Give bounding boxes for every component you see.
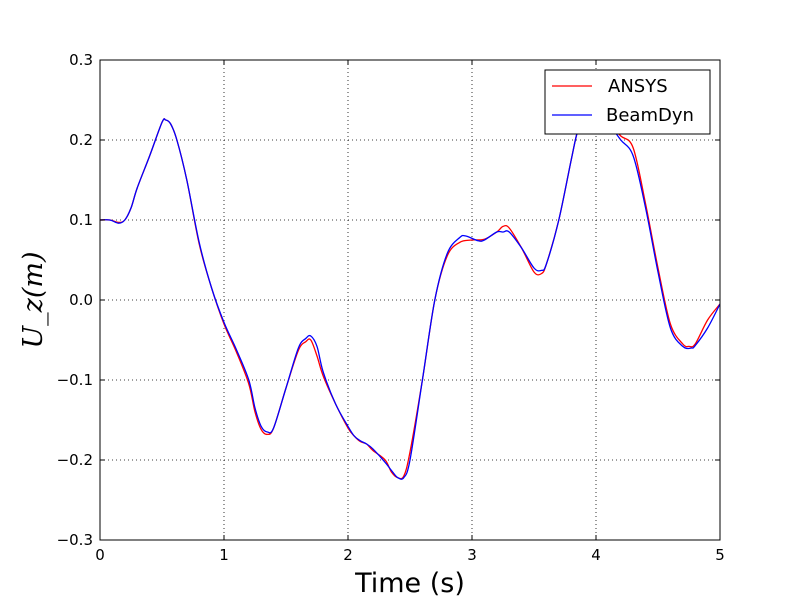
grid [100, 60, 720, 540]
y-tick-label: −0.3 [57, 531, 93, 549]
y-axis-label: U_z(m) [18, 251, 49, 348]
y-tick-label: −0.2 [57, 451, 93, 469]
ticks: 0 1 2 3 4 5 −0.3 −0.2 −0.1 0.0 0.1 0.2 0.3 [57, 51, 725, 564]
legend-box [544, 69, 711, 135]
legend-label-beamdyn: BeamDyn [606, 105, 694, 126]
y-tick-label: 0.2 [69, 131, 93, 149]
x-axis-label: Time (s) [354, 568, 465, 599]
x-tick-label: 5 [715, 546, 725, 564]
x-tick-label: 4 [591, 546, 601, 564]
y-tick-label: 0.1 [69, 211, 93, 229]
x-tick-label: 2 [343, 546, 353, 564]
x-tick-label: 3 [467, 546, 477, 564]
legend-label-ansys: ANSYS [608, 76, 668, 97]
y-tick-label: 0.0 [69, 291, 93, 309]
y-tick-label: −0.1 [57, 371, 93, 389]
legend: ANSYS BeamDyn [544, 69, 711, 135]
y-tick-label: 0.3 [69, 51, 93, 69]
x-tick-label: 0 [95, 546, 105, 564]
x-tick-label: 1 [219, 546, 229, 564]
